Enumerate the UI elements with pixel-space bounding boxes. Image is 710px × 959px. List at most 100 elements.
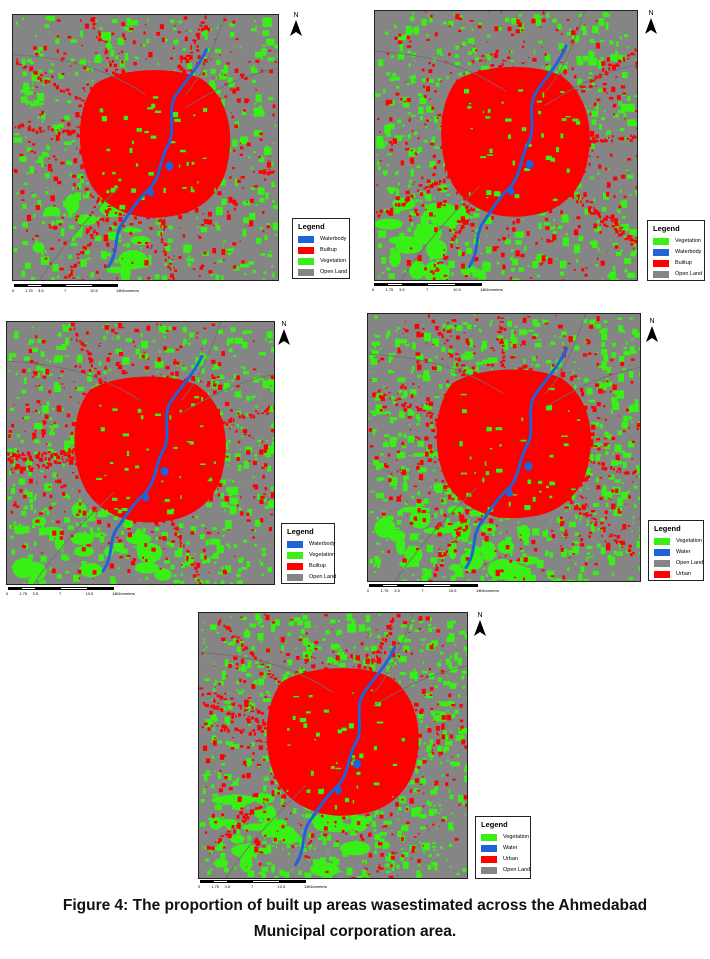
legend-swatch	[298, 268, 314, 276]
scale-tick-label: 10.5	[85, 591, 94, 596]
scale-bar-1: 0 1.75 3.5 7 10.5 14 Kilometers	[12, 284, 139, 296]
north-arrow-3: N	[277, 321, 291, 345]
scale-tick-label: 1.75	[211, 884, 220, 889]
legend-item: Waterbody	[298, 234, 347, 244]
legend-label: Waterbody	[675, 249, 702, 255]
north-arrow-5: N	[473, 612, 487, 636]
scale-unit-label: Kilometers	[308, 884, 327, 889]
scale-unit-label: Kilometers	[116, 591, 135, 596]
scale-tick-label: 3.5	[38, 288, 44, 293]
land-cover-raster	[13, 15, 278, 280]
land-cover-map-2	[374, 10, 638, 281]
north-arrow-icon	[646, 326, 658, 342]
legend-swatch	[654, 559, 670, 567]
scale-tick-label: 0	[6, 591, 9, 596]
legend-item: Open Land	[654, 558, 703, 568]
legend-swatch	[653, 237, 669, 245]
legend-label: Waterbody	[320, 236, 347, 242]
legend-item: Vegetation	[287, 550, 335, 560]
scale-tick-label: 7	[59, 591, 62, 596]
scale-bar-2: 0 1.75 3.5 7 10.5 14 Kilometers	[372, 283, 503, 295]
north-label: N	[649, 318, 655, 325]
legend-swatch	[287, 562, 303, 570]
legend-label: Vegetation	[503, 834, 529, 840]
legend-swatch	[653, 270, 669, 278]
legend-title: Legend	[298, 222, 325, 231]
legend-item: Open Land	[287, 572, 336, 582]
legend-label: Builtup	[320, 247, 337, 253]
legend-label: Vegetation	[309, 552, 335, 558]
north-arrow-icon	[645, 18, 657, 34]
legend-swatch	[481, 833, 497, 841]
scale-tick-label: 3.5	[32, 591, 39, 596]
legend-swatch	[298, 246, 314, 254]
legend-swatch	[654, 537, 670, 545]
legend-label: Open Land	[675, 271, 703, 277]
scale-tick-label: 1.75	[19, 591, 28, 596]
legend-swatch	[481, 844, 497, 852]
legend-label: Open Land	[676, 560, 704, 566]
legend-label: Open Land	[309, 574, 337, 580]
legend-label: Vegetation	[675, 238, 701, 244]
legend-title: Legend	[653, 224, 680, 233]
scale-unit-label: Kilometers	[120, 288, 139, 293]
legend-item: Waterbody	[287, 539, 335, 549]
scale-tick-label: 7	[64, 288, 67, 293]
legend-title: Legend	[287, 527, 314, 536]
scale-unit-label: Kilometers	[480, 588, 499, 593]
legend-item: Open Land	[298, 267, 348, 277]
scale-bar-graphic	[374, 283, 482, 286]
legend-item: Builtup	[287, 561, 329, 571]
legend-label: Builtup	[309, 563, 326, 569]
scale-tick-label: 1.75	[25, 288, 33, 293]
legend-2: Legend Vegetation Waterbody Builtup Open La…	[647, 220, 705, 281]
land-cover-raster	[368, 314, 640, 581]
legend-label: Open Land	[320, 269, 348, 275]
legend-label: Water	[503, 845, 518, 851]
north-arrow-icon	[474, 620, 486, 636]
scale-tick-label: 3.5	[224, 884, 231, 889]
north-arrow-1: N	[289, 12, 303, 36]
legend-label: Urban	[503, 856, 518, 862]
scale-tick-label: 10.5	[448, 588, 457, 593]
land-cover-map-5	[198, 612, 468, 879]
scale-tick-label: 7	[421, 588, 424, 593]
legend-swatch	[298, 257, 314, 265]
north-arrow-icon	[290, 20, 302, 36]
land-cover-map-3	[6, 321, 275, 585]
figure-caption: Figure 4: The proportion of built up are…	[0, 893, 710, 945]
legend-swatch	[654, 548, 670, 556]
legend-item: Builtup	[298, 245, 344, 255]
legend-label: Urban	[676, 571, 691, 577]
legend-5: Legend Vegetation Water Urban Open Land	[475, 816, 531, 879]
scale-tick-label: 0	[367, 588, 370, 593]
scale-bar-3: 0 1.75 3.5 7 10.5 14 Kilometers	[6, 587, 135, 599]
legend-swatch	[287, 573, 303, 581]
legend-item: Waterbody	[653, 247, 702, 257]
north-label: N	[281, 321, 287, 328]
scale-bar-graphic	[8, 587, 114, 590]
scale-tick-label: 14	[112, 591, 117, 596]
scale-tick-label: 10.5	[453, 287, 461, 292]
land-cover-raster	[199, 613, 467, 878]
legend-swatch	[654, 570, 670, 578]
legend-label: Builtup	[675, 260, 692, 266]
caption-line-1: Figure 4: The proportion of built up are…	[62, 897, 648, 914]
scale-bar-graphic	[14, 284, 118, 287]
legend-swatch	[287, 551, 303, 559]
north-label: N	[648, 10, 654, 17]
scale-bar-5: 0 1.75 3.5 7 10.5 14 Kilometers	[198, 880, 327, 892]
legend-item: Water	[481, 843, 525, 853]
legend-item: Open Land	[481, 865, 530, 875]
legend-item: Vegetation	[654, 536, 702, 546]
scale-tick-label: 14	[480, 287, 485, 292]
legend-title: Legend	[481, 820, 508, 829]
scale-bar-graphic	[200, 880, 306, 883]
scale-tick-label: 3.5	[394, 588, 400, 593]
scale-tick-label: 1.75	[385, 287, 394, 292]
land-cover-map-1	[12, 14, 279, 281]
scale-tick-label: 10.5	[277, 884, 286, 889]
legend-label: Vegetation	[676, 538, 702, 544]
scale-tick-label: 14	[116, 288, 121, 293]
legend-label: Vegetation	[320, 258, 346, 264]
